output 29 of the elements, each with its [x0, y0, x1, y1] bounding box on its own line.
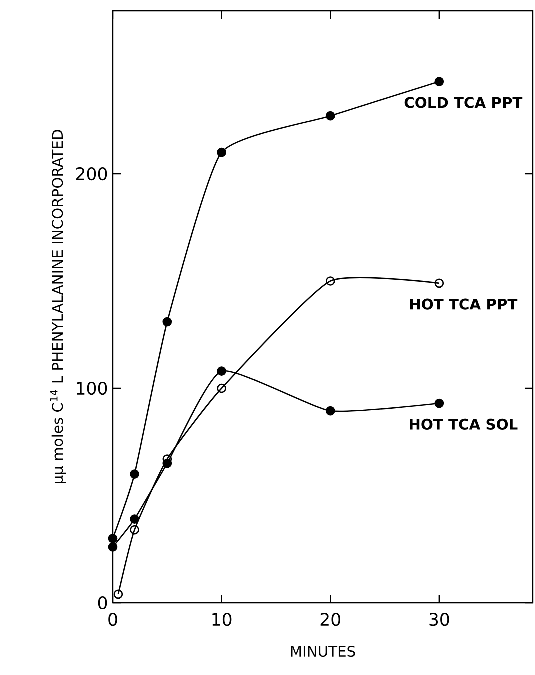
x-tick-label: 0	[108, 613, 118, 626]
y-axis-title: μμ moles C$^{14}$ L PHENYLALANINE INCORPORATED	[50, 130, 66, 484]
point	[326, 406, 336, 416]
point	[130, 470, 140, 479]
point	[108, 534, 118, 544]
y-tick-label: 0	[98, 596, 108, 610]
point	[217, 384, 226, 394]
series-label: COLD TCA PPT	[404, 97, 523, 108]
series-label: HOT TCA SOL	[410, 418, 518, 430]
point	[217, 148, 226, 158]
y-tick-label: 200	[76, 167, 108, 181]
point	[114, 590, 124, 600]
series-label: HOT TCA PPT	[410, 298, 518, 310]
point	[326, 276, 336, 286]
point	[326, 111, 336, 121]
point	[434, 278, 444, 288]
x-tick-label: 10	[212, 613, 232, 626]
point	[434, 398, 444, 408]
point	[108, 542, 118, 552]
x-axis-title: MINUTES	[291, 646, 356, 658]
point	[130, 525, 140, 535]
y-tick-label: 100	[77, 382, 108, 396]
x-tick-label: 20	[320, 613, 340, 626]
x-tick-label: 30	[430, 613, 450, 626]
point	[162, 458, 172, 468]
point	[130, 514, 140, 524]
point	[217, 366, 226, 376]
point	[162, 317, 172, 327]
point	[434, 77, 444, 86]
